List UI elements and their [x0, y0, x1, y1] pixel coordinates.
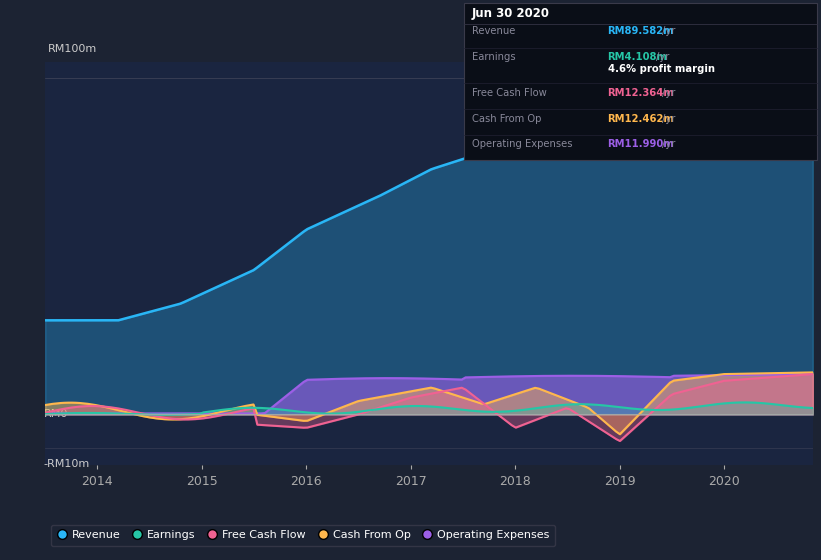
- Text: Earnings: Earnings: [472, 52, 516, 62]
- Text: Revenue: Revenue: [472, 26, 516, 36]
- Text: Jun 30 2020: Jun 30 2020: [472, 7, 550, 20]
- Text: Operating Expenses: Operating Expenses: [472, 139, 572, 150]
- Text: Cash From Op: Cash From Op: [472, 114, 542, 124]
- Text: RM0: RM0: [44, 409, 68, 419]
- Text: RM11.990m: RM11.990m: [608, 139, 674, 150]
- Text: /yr: /yr: [663, 114, 676, 124]
- Text: /yr: /yr: [663, 26, 676, 36]
- Legend: Revenue, Earnings, Free Cash Flow, Cash From Op, Operating Expenses: Revenue, Earnings, Free Cash Flow, Cash …: [51, 525, 555, 546]
- Text: /yr: /yr: [663, 139, 676, 150]
- Text: -RM10m: -RM10m: [44, 459, 89, 469]
- Text: RM100m: RM100m: [48, 44, 97, 54]
- Text: /yr: /yr: [663, 88, 676, 98]
- Text: RM12.364m: RM12.364m: [608, 88, 674, 98]
- Text: RM89.582m: RM89.582m: [608, 26, 674, 36]
- Text: /yr: /yr: [657, 52, 670, 62]
- Text: RM4.108m: RM4.108m: [608, 52, 667, 62]
- Text: 4.6% profit margin: 4.6% profit margin: [608, 64, 714, 74]
- Text: RM12.462m: RM12.462m: [608, 114, 674, 124]
- Text: Free Cash Flow: Free Cash Flow: [472, 88, 547, 98]
